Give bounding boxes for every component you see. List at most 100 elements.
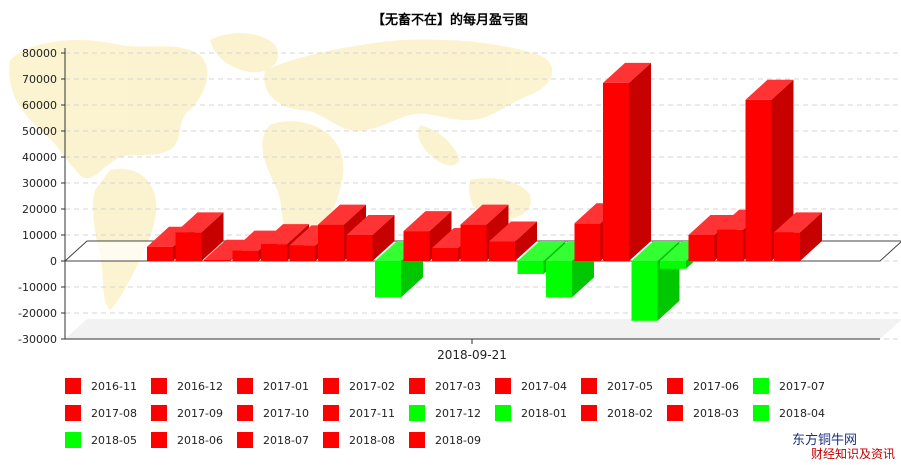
bar-top xyxy=(318,204,366,225)
legend-item-2016-11: 2016-11 xyxy=(65,378,137,394)
bar-top xyxy=(460,204,509,225)
bar-top xyxy=(232,230,281,251)
y-tick-labels: 80000 70000 60000 50000 40000 30000 20000 10000… xyxy=(18,47,65,346)
watermark-site-name: 东方铜牛网 xyxy=(791,433,857,448)
bar-front xyxy=(660,261,686,269)
bar-front xyxy=(774,232,800,261)
bar-top xyxy=(603,62,651,83)
legend-swatch xyxy=(65,378,81,394)
bar-top xyxy=(517,241,566,261)
bar-front xyxy=(432,248,458,261)
legend-label: 2018-02 xyxy=(607,406,653,420)
bar-front xyxy=(688,235,715,261)
y-tick-label: 50000 xyxy=(22,125,57,138)
bar-front xyxy=(574,223,601,261)
legend-swatch xyxy=(495,378,511,394)
legend-label: 2017-03 xyxy=(435,379,481,393)
legend-swatch xyxy=(323,432,339,448)
legend-swatch xyxy=(151,378,167,394)
legend-label: 2017-12 xyxy=(435,406,481,420)
legend-label: 2016-12 xyxy=(177,379,223,393)
legend-label: 2018-05 xyxy=(91,433,137,447)
bar-front xyxy=(460,224,487,261)
legend-item-2017-10: 2017-10 xyxy=(237,405,309,421)
legend-label: 2017-01 xyxy=(263,379,309,393)
y-tick-label: -20000 xyxy=(18,307,57,320)
bar-front xyxy=(546,261,572,298)
legend-swatch xyxy=(581,378,597,394)
legend-label: 2017-09 xyxy=(177,406,223,420)
bar-front xyxy=(631,261,658,321)
legend-item-2017-12: 2017-12 xyxy=(409,405,481,421)
bar-front xyxy=(517,261,544,274)
bar-side xyxy=(800,212,822,261)
legend-item-2017-11: 2017-11 xyxy=(323,405,395,421)
y-tick-label: 30000 xyxy=(22,177,57,190)
watermark-tagline: 财经知识及资讯 xyxy=(810,447,895,461)
y-tick-label: 20000 xyxy=(22,203,57,216)
world-map-background xyxy=(9,33,553,310)
legend-swatch xyxy=(237,432,253,448)
legend-swatch xyxy=(237,378,253,394)
y-tick-label: 10000 xyxy=(22,229,57,242)
bar-top xyxy=(261,224,309,245)
legend-label: 2018-06 xyxy=(177,433,223,447)
bar-front xyxy=(232,250,259,261)
bar-top xyxy=(774,212,822,233)
x-axis-label: 2018-09-21 xyxy=(437,348,507,362)
bar-front xyxy=(717,229,743,261)
bar-side xyxy=(771,79,794,261)
legend-swatch xyxy=(65,432,81,448)
legend-item-2017-07: 2017-07 xyxy=(753,378,825,394)
legend-label: 2018-08 xyxy=(349,433,395,447)
bar-2016-12 xyxy=(175,212,224,261)
legend-item-2018-06: 2018-06 xyxy=(151,432,223,448)
legend-item-2018-08: 2018-08 xyxy=(323,432,395,448)
legend-swatch xyxy=(323,405,339,421)
legend-item-2018-01: 2018-01 xyxy=(495,405,567,421)
bar-2017-11 xyxy=(489,221,537,261)
bar-top xyxy=(403,211,452,232)
bar-front xyxy=(318,224,344,261)
legend-swatch xyxy=(323,378,339,394)
bar-front xyxy=(346,235,373,261)
legend-label: 2018-04 xyxy=(779,406,825,420)
bar-2017-06 xyxy=(346,215,395,261)
legend-swatch xyxy=(667,378,683,394)
legend-item-2018-07: 2018-07 xyxy=(237,432,309,448)
legend-item-2017-08: 2017-08 xyxy=(65,405,137,421)
bar-2018-08 xyxy=(745,79,794,261)
bar-top xyxy=(346,215,395,235)
legend-item-2016-12: 2016-12 xyxy=(151,378,223,394)
bar-front xyxy=(745,99,772,261)
bar-front xyxy=(147,246,173,261)
bar-front xyxy=(403,231,430,261)
legend-label: 2017-08 xyxy=(91,406,137,420)
bar-front xyxy=(489,241,515,261)
bar-side xyxy=(515,221,537,261)
bar-top xyxy=(489,221,537,242)
bar-top xyxy=(631,241,680,261)
legend-item-2017-09: 2017-09 xyxy=(151,405,223,421)
bar-front xyxy=(289,245,316,261)
legend-label: 2017-02 xyxy=(349,379,395,393)
bar-front xyxy=(175,232,202,261)
bar-front xyxy=(204,259,230,261)
legend-swatch xyxy=(65,405,81,421)
y-tick-label: 60000 xyxy=(22,99,57,112)
legend-item-2017-02: 2017-02 xyxy=(323,378,395,394)
bar-front xyxy=(375,261,401,298)
y-tick-label: 40000 xyxy=(22,151,57,164)
legend-item-2017-05: 2017-05 xyxy=(581,378,653,394)
bar-front xyxy=(603,82,629,262)
legend-label: 2018-07 xyxy=(263,433,309,447)
bar-side xyxy=(201,212,224,261)
bar-2018-09 xyxy=(774,212,822,261)
legend-label: 2016-11 xyxy=(91,379,137,393)
legend-swatch xyxy=(151,432,167,448)
legend-item-2017-03: 2017-03 xyxy=(409,378,481,394)
bars xyxy=(147,62,822,321)
legend-swatch xyxy=(753,378,769,394)
legend-swatch xyxy=(581,405,597,421)
